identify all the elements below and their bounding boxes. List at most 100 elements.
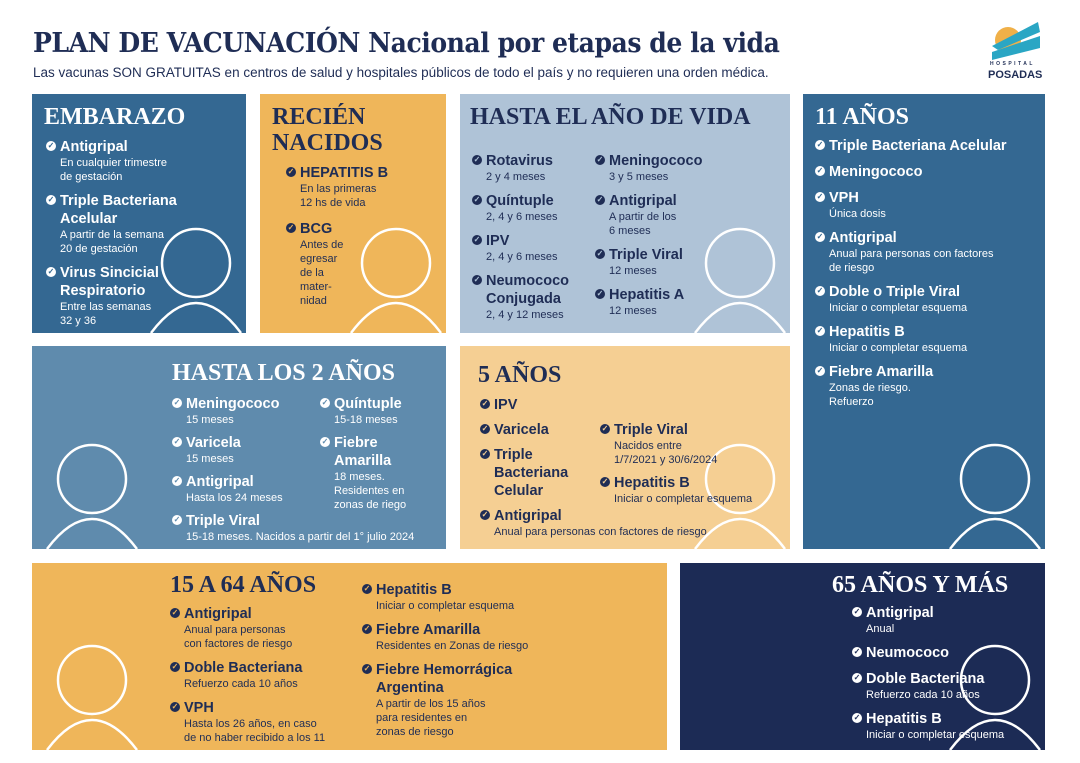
check-icon: ✓ (600, 477, 610, 487)
panel-embarazo: EMBARAZO ✓ Antigripal En cualquier trimestr… (32, 94, 246, 333)
check-icon: ✓ (472, 155, 482, 165)
check-icon: ✓ (595, 249, 605, 259)
vaccine-name: Quíntuple (486, 193, 554, 209)
check-icon: ✓ (172, 437, 182, 447)
vaccine-item: ✓ Fiebre Amarilla 18 meses. Residentes en … (320, 434, 406, 512)
vaccine-name: IPV (494, 397, 518, 413)
panel-title: HASTA LOS 2 AÑOS (172, 360, 395, 386)
panel-title: EMBARAZO (44, 104, 186, 130)
check-icon: ✓ (170, 702, 180, 712)
vaccine-schedule: 12 meses (609, 265, 657, 277)
vaccine-item: ✓ Antigripal Anual para personas con facto… (480, 507, 707, 539)
vaccine-item: ✓ Varicela 15 meses (172, 434, 414, 466)
vaccine-item: ✓ Antigripal A partir de los 6 meses (595, 192, 702, 238)
vaccine-schedule: Residentes en Zonas de riesgo (376, 640, 529, 652)
vaccine-schedule: Nacidos entre 1/7/2021 y 30/6/2024 (614, 440, 718, 466)
vaccine-item: ✓ Quíntuple 15-18 meses (320, 395, 406, 427)
vaccine-name: Antigripal (184, 606, 252, 622)
vaccine-name: Antigripal (60, 139, 128, 155)
vaccine-name: Antigripal (186, 474, 254, 490)
vaccine-item: ✓ IPV (480, 396, 707, 414)
vaccine-item: ✓ Fiebre Amarilla Residentes en Zonas de r… (362, 621, 528, 653)
vaccine-item: ✓ Hepatitis A 12 meses (595, 286, 702, 318)
vaccine-name: Meningococo (609, 153, 703, 169)
vaccine-name: BCG (300, 221, 333, 237)
check-icon: ✓ (172, 398, 182, 408)
page-subtitle: Las vacunas SON GRATUITAS en centros de … (33, 65, 769, 80)
check-icon: ✓ (320, 437, 330, 447)
vaccine-name: Neumococo Conjugada (486, 273, 569, 307)
vaccine-item: ✓ Antigripal Anual (852, 604, 1004, 636)
check-icon: ✓ (46, 141, 56, 151)
vaccine-item: ✓ Varicela (480, 421, 707, 439)
vaccine-item: ✓ Doble Bacteriana Refuerzo cada 10 años (170, 659, 325, 691)
vaccine-schedule: A partir de los 6 meses (609, 211, 677, 237)
check-icon: ✓ (595, 155, 605, 165)
vaccine-item: ✓ Doble o Triple Viral Iniciar o completar… (815, 283, 1007, 315)
vaccine-item: ✓ Meningococo 3 y 5 meses (595, 152, 702, 184)
panel-title: 65 AÑOS Y MÁS (832, 572, 1009, 598)
check-icon: ✓ (815, 140, 825, 150)
vaccine-list: ✓ Antigripal En cualquier trimestre de ges… (46, 138, 177, 333)
vaccine-item: ✓ Triple Viral 12 meses (595, 246, 702, 278)
vaccine-name: Varicela (186, 435, 241, 451)
vaccine-schedule: Anual para personas con factores de ries… (184, 624, 293, 650)
check-icon: ✓ (600, 424, 610, 434)
vaccine-schedule: 2, 4 y 6 meses (486, 211, 558, 223)
vaccine-schedule: Iniciar o completar esquema (614, 493, 753, 505)
logo-text-posadas: POSADAS (988, 69, 1043, 81)
vaccine-schedule: Hasta los 26 años, en caso de no haber r… (184, 718, 326, 744)
panel-11-anos: 11 AÑOS ✓ Triple Bacteriana Acelular ✓ Menin… (803, 94, 1045, 549)
vaccine-name: HEPATITIS B (300, 165, 389, 181)
vaccine-schedule: 2, 4 y 6 meses (486, 251, 558, 263)
vaccine-schedule: Iniciar o completar esquema (829, 302, 968, 314)
vaccine-name: Neumococo (866, 645, 949, 661)
vaccine-name: VPH (829, 190, 859, 206)
check-icon: ✓ (815, 286, 825, 296)
check-icon: ✓ (480, 510, 490, 520)
vaccine-name: Triple Viral (614, 422, 688, 438)
check-icon: ✓ (595, 289, 605, 299)
vaccine-name: Varicela (494, 422, 549, 438)
vaccine-item: ✓ HEPATITIS B En las primeras 12 hs de vid… (286, 164, 388, 210)
vaccine-list: ✓ Meningococo 3 y 5 meses ✓ Antigripal A part… (595, 152, 702, 326)
check-icon: ✓ (852, 713, 862, 723)
vaccine-name: Fiebre Amarilla (334, 435, 392, 469)
check-icon: ✓ (815, 232, 825, 242)
check-icon: ✓ (480, 424, 490, 434)
vaccine-schedule: A partir de los 15 años para residentes … (376, 698, 486, 738)
vaccine-name: Antigripal (829, 230, 897, 246)
vaccine-schedule: En cualquier trimestre de gestación (60, 157, 167, 183)
vaccine-schedule: Refuerzo cada 10 años (184, 678, 298, 690)
vaccine-schedule: 2 y 4 meses (486, 171, 546, 183)
vaccine-item: ✓ Triple Viral 15-18 meses. Nacidos a part… (172, 512, 414, 544)
check-icon: ✓ (172, 515, 182, 525)
vaccine-item: ✓ Triple Viral Nacidos entre 1/7/2021 y 30… (600, 421, 752, 467)
check-icon: ✓ (172, 476, 182, 486)
vaccine-list: ✓ Triple Viral Nacidos entre 1/7/2021 y 30… (600, 421, 752, 513)
vaccine-item: ✓ Triple Bacteriana Acelular A partir de l… (46, 192, 177, 256)
vaccine-name: Rotavirus (486, 153, 553, 169)
vaccine-item: ✓ Fiebre Amarilla Zonas de riesgo. Refuerz… (815, 363, 1007, 409)
vaccine-name: Hepatitis B (614, 475, 690, 491)
check-icon: ✓ (480, 449, 490, 459)
panel-hasta-el-ano: HASTA EL AÑO DE VIDA ✓ Rotavirus 2 y 4 mese… (460, 94, 790, 333)
vaccine-item: ✓ Antigripal En cualquier trimestre de ges… (46, 138, 177, 184)
vaccine-schedule: Refuerzo cada 10 años (866, 689, 980, 701)
vaccine-list: ✓ Quíntuple 15-18 meses ✓ Fiebre Amarilla 18 … (320, 395, 406, 519)
check-icon: ✓ (46, 195, 56, 205)
vaccine-item: ✓ Meningococo 15 meses (172, 395, 414, 427)
vaccine-name: Triple Bacteriana Acelular (60, 193, 177, 227)
vaccine-schedule: 15 meses (186, 414, 234, 426)
vaccine-schedule: Única dosis (829, 208, 886, 220)
vaccine-item: ✓ Hepatitis B Iniciar o completar esquema (600, 474, 752, 506)
check-icon: ✓ (170, 608, 180, 618)
vaccine-item: ✓ Meningococo (815, 163, 1007, 181)
vaccine-name: Hepatitis B (376, 582, 452, 598)
vaccine-name: Hepatitis A (609, 287, 685, 303)
vaccine-schedule: Iniciar o completar esquema (866, 729, 1005, 741)
vaccine-name: Meningococo (829, 164, 923, 180)
check-icon: ✓ (815, 326, 825, 336)
vaccine-schedule: 12 meses (609, 305, 657, 317)
vaccine-schedule: 2, 4 y 12 meses (486, 309, 564, 321)
